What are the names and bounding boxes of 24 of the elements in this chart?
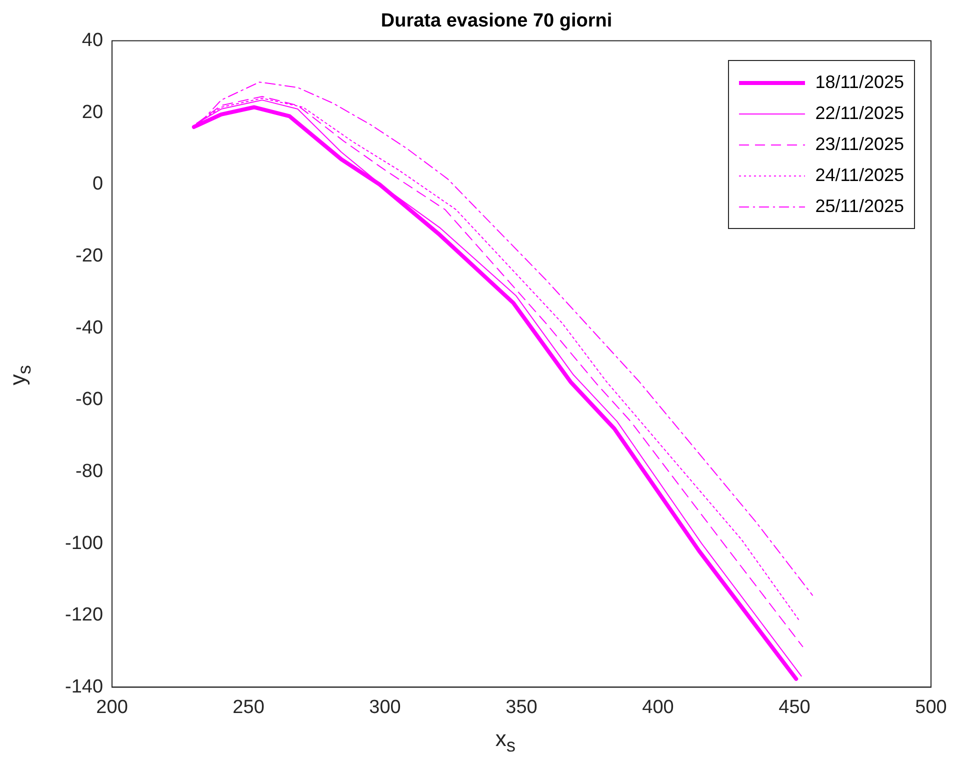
legend-label: 22/11/2025 (815, 103, 904, 124)
y-tick-label: 20 (82, 102, 104, 123)
y-tick-label: -60 (76, 389, 104, 410)
y-tick-label: -120 (64, 604, 104, 626)
x-tick-label: 350 (506, 696, 538, 718)
legend-label: 23/11/2025 (815, 134, 904, 155)
x-tick-label: 400 (642, 696, 674, 718)
y-tick-label: -40 (76, 317, 104, 338)
legend-label: 18/11/2025 (815, 72, 904, 93)
x-tick-label: 300 (369, 696, 401, 718)
x-tick-label: 500 (915, 696, 947, 718)
y-tick-label: -100 (64, 532, 104, 554)
y-tick-label: -80 (76, 460, 104, 482)
y-tick-label: 0 (92, 174, 104, 195)
x-tick-label: 200 (96, 696, 128, 718)
legend-label: 25/11/2025 (815, 196, 904, 217)
y-tick-label: -140 (64, 676, 104, 698)
x-tick-label: 250 (232, 696, 264, 718)
chart-title: Durata evasione 70 giorni (380, 10, 612, 32)
legend-label: 24/11/2025 (815, 165, 904, 186)
y-tick-label: 40 (82, 30, 104, 52)
x-axis-title: x$_{s}$ (494, 726, 517, 756)
x-tick-label: 450 (778, 696, 810, 718)
y-tick-label: -20 (76, 246, 104, 266)
